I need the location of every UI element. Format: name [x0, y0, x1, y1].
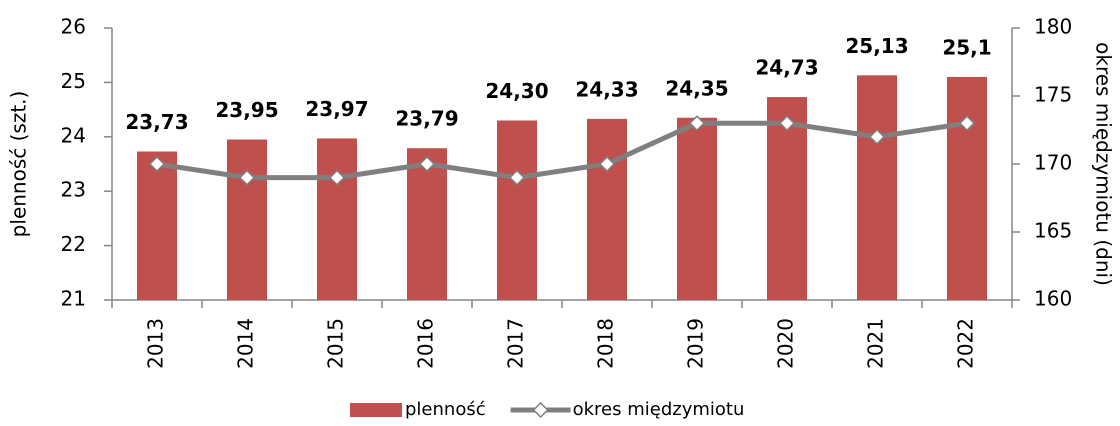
y-tick-label: 22 — [61, 232, 86, 256]
bar — [227, 139, 267, 300]
marker — [868, 128, 886, 145]
bar — [407, 148, 447, 300]
marker — [958, 115, 976, 132]
marker — [508, 169, 526, 186]
marker — [328, 169, 346, 186]
value-label: 23,79 — [395, 107, 458, 131]
y2-tick-label: 175 — [1034, 83, 1072, 107]
x-tick-label: 2022 — [954, 318, 978, 369]
value-label: 23,97 — [305, 97, 368, 121]
value-label: 23,95 — [215, 98, 278, 122]
bar — [947, 76, 987, 301]
bar — [497, 120, 537, 300]
marker — [418, 155, 436, 173]
y-tick-label: 23 — [61, 178, 86, 202]
y-axis-title: plenność (szt.) — [7, 91, 31, 238]
y2-axis-title: okres międzymiotu (dni) — [1092, 42, 1116, 286]
x-tick-label: 2021 — [864, 318, 888, 369]
y-tick-label: 21 — [61, 287, 86, 311]
marker — [688, 115, 706, 132]
y2-tick-label: 160 — [1034, 287, 1072, 311]
x-tick-label: 2017 — [504, 318, 528, 369]
x-tick-label: 2013 — [144, 318, 168, 369]
value-label: 25,13 — [845, 34, 908, 58]
bar — [857, 75, 897, 300]
legend-marker — [532, 401, 549, 419]
x-tick-label: 2020 — [774, 318, 798, 369]
marker — [778, 115, 796, 132]
y2-tick-label: 170 — [1034, 151, 1072, 175]
marker — [238, 169, 256, 186]
legend-label: okres międzymiotu — [573, 399, 745, 420]
y-tick-label: 25 — [61, 69, 86, 93]
y2-tick-label: 180 — [1034, 15, 1072, 39]
bar — [587, 118, 627, 301]
value-label: 25,1 — [942, 35, 991, 59]
marker — [598, 155, 616, 173]
x-tick-label: 2016 — [414, 318, 438, 369]
value-label: 24,30 — [485, 79, 548, 103]
value-label: 24,73 — [755, 56, 818, 80]
x-tick-label: 2014 — [234, 318, 258, 369]
line — [156, 120, 968, 181]
x-tick-label: 2018 — [594, 318, 618, 369]
y-tick-label: 24 — [61, 123, 86, 147]
bar — [677, 117, 717, 300]
bar — [137, 151, 177, 300]
legend-swatch — [350, 403, 402, 417]
marker — [148, 155, 166, 173]
x-tick-label: 2015 — [324, 318, 348, 369]
value-label: 23,73 — [125, 110, 188, 134]
value-label: 24,33 — [575, 77, 638, 101]
x-tick-label: 2019 — [684, 318, 708, 369]
legend-label: plenność — [405, 399, 486, 420]
y2-tick-label: 165 — [1034, 219, 1072, 243]
bar — [317, 138, 357, 300]
y-tick-label: 26 — [61, 15, 86, 39]
value-label: 24,35 — [665, 76, 728, 100]
